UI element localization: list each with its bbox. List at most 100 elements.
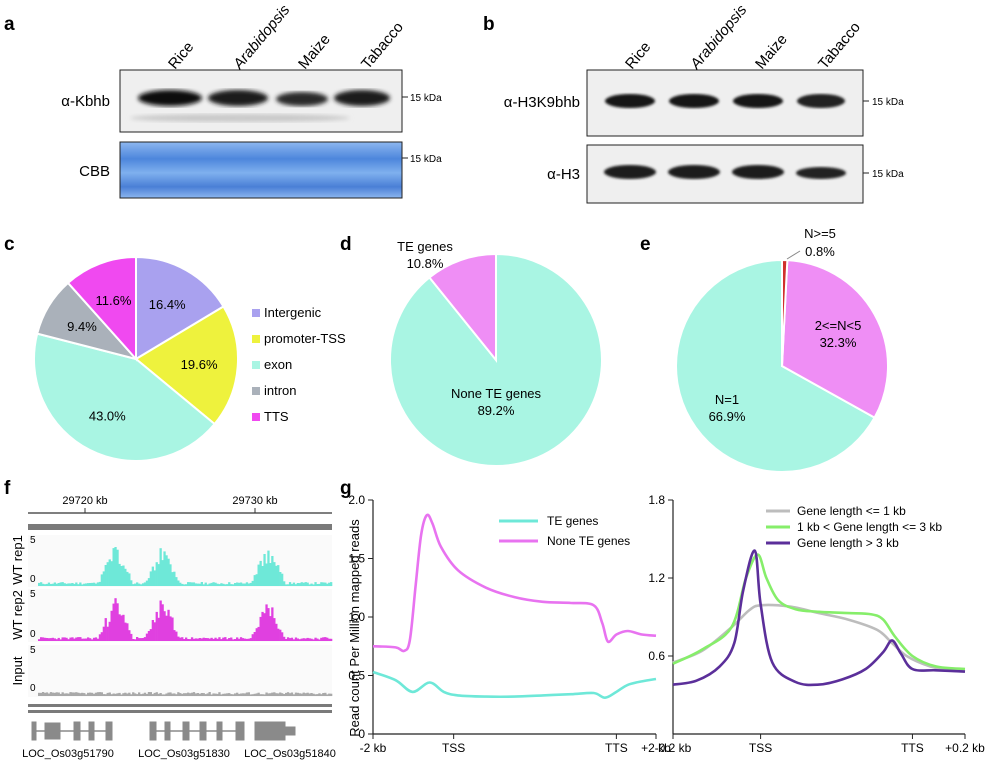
gene1-exon <box>73 721 81 741</box>
track-bar <box>265 563 268 586</box>
track-bar <box>141 638 145 641</box>
track-bar <box>130 580 133 586</box>
y-tick-label: 2.0 <box>348 493 365 507</box>
track-label-wt-rep2: WT rep2 <box>10 590 25 640</box>
track-bar <box>108 621 111 641</box>
track-bar <box>216 693 219 696</box>
track-bar <box>275 623 278 641</box>
track-bar <box>251 694 254 696</box>
track-bar <box>187 582 190 586</box>
track-bar <box>243 638 247 641</box>
track-bar <box>40 637 43 641</box>
pie-d-value-te: 10.8% <box>407 256 444 271</box>
band-b8 <box>796 167 846 179</box>
track-bar <box>216 583 219 586</box>
track-bar <box>312 693 315 696</box>
row-label-cbb: CBB <box>79 163 110 180</box>
track-bar <box>151 620 154 641</box>
track-bar <box>249 582 252 586</box>
track-bar <box>104 565 107 586</box>
track-label-wt-rep1: WT rep1 <box>10 535 25 585</box>
track-bar <box>302 638 305 641</box>
series-line-1-kb-gene-length-3-kb <box>672 553 966 671</box>
track-bar <box>112 548 115 586</box>
track-bar <box>181 693 184 696</box>
track-bar <box>206 584 209 586</box>
track-bar <box>75 637 78 641</box>
track-bar <box>159 600 162 641</box>
track-bar <box>187 692 190 696</box>
panel-label-b: b <box>483 14 495 35</box>
legend-label-intergenic: Intergenic <box>264 305 322 320</box>
track-bar <box>116 693 119 696</box>
track-bar <box>130 633 133 641</box>
track-bar <box>157 617 160 641</box>
track-bar <box>294 584 298 586</box>
track-bar <box>167 609 170 641</box>
track-bar <box>326 637 329 641</box>
track-bar <box>128 573 131 586</box>
track-bar <box>45 583 49 586</box>
track1-max: 5 <box>30 535 36 546</box>
track-bar <box>55 692 58 696</box>
track-bar <box>277 628 280 641</box>
track-bar <box>134 583 137 586</box>
track-bar <box>247 692 250 696</box>
gene2-exon <box>164 721 171 741</box>
pie-chart-e <box>675 258 889 473</box>
track-bar <box>239 637 243 641</box>
track-bar <box>192 582 196 586</box>
track-bar <box>79 582 82 586</box>
track-bar <box>67 693 70 696</box>
track-bar <box>102 694 105 696</box>
track-bar <box>85 583 88 586</box>
track-bar <box>230 694 233 696</box>
track-bar <box>53 582 56 586</box>
marker-a2: 15 kDa <box>410 154 442 165</box>
track-bar <box>324 637 327 641</box>
track-bar <box>196 583 200 586</box>
track-bar <box>153 622 156 641</box>
coord-29720: 29720 kb <box>62 495 107 507</box>
track-bar <box>87 692 90 696</box>
track-bar <box>94 583 98 586</box>
track-bar <box>130 694 133 696</box>
x-tick-label: +2 kb <box>641 741 671 755</box>
track-bar <box>167 558 170 586</box>
track-bar <box>77 692 80 696</box>
track-bar <box>288 638 292 641</box>
track-bar <box>308 638 311 641</box>
track-bar <box>63 583 66 586</box>
track-bar <box>208 583 211 586</box>
track-bar <box>83 693 86 696</box>
track-bar <box>308 693 311 696</box>
track-bar <box>202 693 205 696</box>
pie-slice-te-genes <box>428 252 497 363</box>
track-bar <box>136 694 139 696</box>
track-bar <box>173 571 176 586</box>
track-bar <box>143 692 147 696</box>
legend-label-tts: TTS <box>264 409 289 424</box>
track-bar <box>318 693 321 696</box>
track-bar <box>228 693 231 696</box>
pie-d-label-te: TE genes <box>397 239 453 254</box>
y-tick-label: 1.8 <box>648 493 665 507</box>
track-bar <box>267 693 270 696</box>
track-bar <box>167 692 170 696</box>
row-label-kbhb: α-Kbhb <box>61 93 110 110</box>
track-bar <box>63 693 66 696</box>
track-bar <box>67 583 70 586</box>
track-bar <box>292 639 296 641</box>
panel-label-f: f <box>4 478 11 499</box>
track-bar <box>310 638 313 641</box>
track-bar <box>104 618 107 641</box>
track-bar <box>73 638 76 641</box>
track-bar <box>161 604 164 641</box>
gene-label-2: LOC_Os03g51830 <box>138 748 230 760</box>
track-bar <box>120 615 123 641</box>
track-bar <box>138 638 141 641</box>
track-bar <box>55 639 58 641</box>
track-bar <box>183 584 186 586</box>
legend-g1: TE genes None TE genes <box>499 514 630 548</box>
